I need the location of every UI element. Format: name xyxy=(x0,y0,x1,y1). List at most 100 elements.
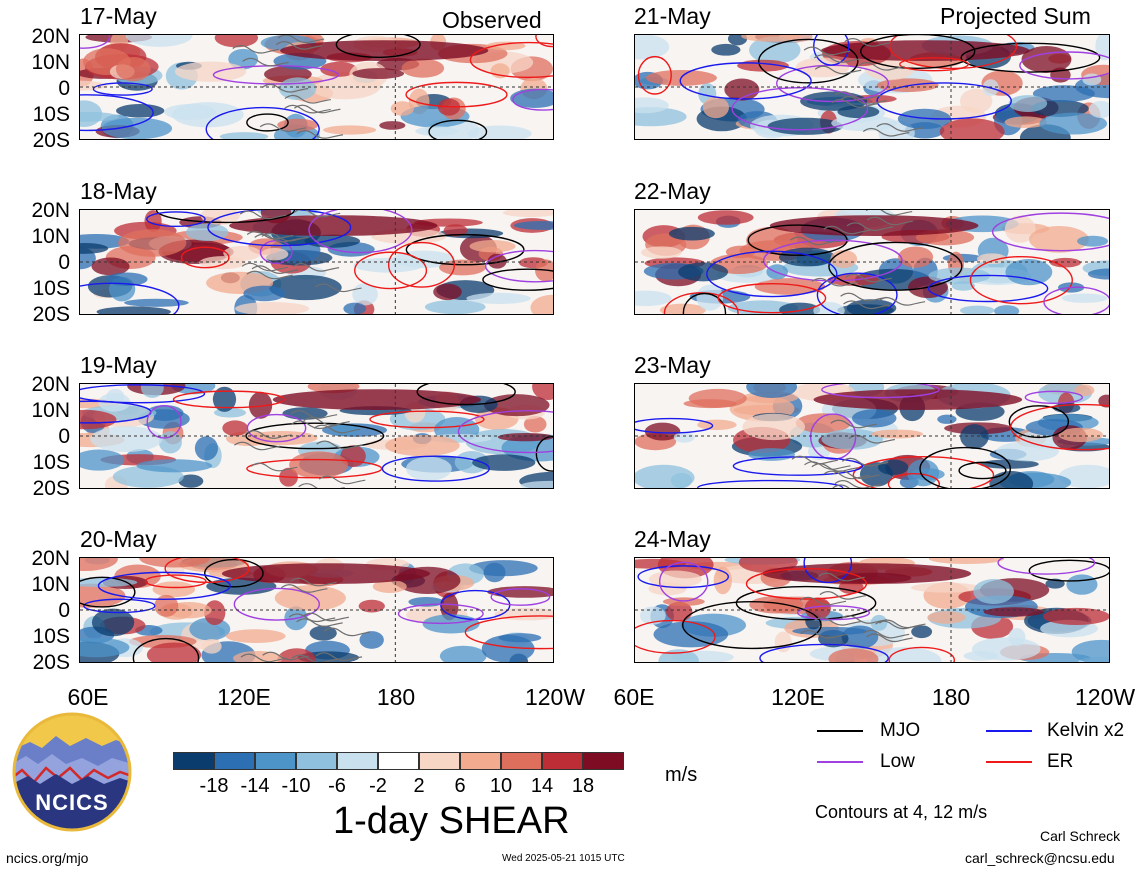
coastline xyxy=(315,283,362,293)
contour-line xyxy=(97,571,231,601)
coastline xyxy=(293,210,341,218)
shear-blob xyxy=(1076,235,1109,247)
coastline xyxy=(281,584,328,593)
contour-line xyxy=(381,455,490,482)
shear-jet xyxy=(813,389,1023,410)
shear-blob xyxy=(749,36,801,64)
colorbar-tick-label: 18 xyxy=(571,775,595,797)
contour-line xyxy=(816,272,898,314)
shear-blob xyxy=(983,607,1044,617)
coastline xyxy=(298,483,345,488)
map-panel-21-may xyxy=(634,34,1110,140)
shear-blob xyxy=(532,384,553,401)
contour-line xyxy=(960,42,1101,73)
coastline xyxy=(251,265,299,274)
legend-swatch-low xyxy=(817,761,863,763)
contour-line xyxy=(212,65,340,85)
shear-blob xyxy=(152,581,196,598)
shear-blob xyxy=(1058,464,1109,488)
contour-line xyxy=(354,251,428,290)
contour-line xyxy=(679,62,812,100)
site-url[interactable]: ncics.org/mjo xyxy=(6,850,89,866)
contour-line xyxy=(1024,390,1083,405)
contour-line xyxy=(416,384,516,406)
shear-blob xyxy=(481,634,535,662)
shear-blob xyxy=(635,290,672,307)
lat-label: 20S xyxy=(32,303,70,326)
shear-blob xyxy=(483,562,506,583)
shear-blob xyxy=(741,35,802,42)
shear-blob xyxy=(274,585,346,611)
shear-blob xyxy=(146,642,202,662)
coastline xyxy=(814,54,861,63)
shear-field xyxy=(80,35,553,139)
coastline xyxy=(284,104,331,114)
contour-line xyxy=(490,588,551,606)
shear-jet xyxy=(229,215,438,236)
contour-line xyxy=(745,567,868,600)
shear-blob xyxy=(513,220,553,230)
shear-blob xyxy=(653,621,729,648)
shear-blob xyxy=(91,608,135,637)
coastline xyxy=(879,619,926,629)
coastline xyxy=(834,480,882,488)
coastline xyxy=(290,577,337,587)
lat-label: 10S xyxy=(32,103,70,126)
shear-blob xyxy=(711,43,741,56)
shear-blob xyxy=(158,431,182,454)
lat-label: 20N xyxy=(31,25,70,48)
contour-line xyxy=(484,249,553,283)
shear-blob xyxy=(959,88,993,114)
shear-blob xyxy=(973,579,1014,604)
coastline xyxy=(296,130,344,139)
contour-line xyxy=(464,615,553,650)
shear-blob xyxy=(214,35,259,48)
lat-label: 10N xyxy=(31,573,70,596)
author-email[interactable]: carl_schreck@ncsu.edu xyxy=(965,850,1115,866)
lat-label: 0 xyxy=(58,77,70,100)
contour-line xyxy=(369,410,485,429)
shear-blob xyxy=(352,68,405,79)
contour-line xyxy=(80,94,154,132)
shear-blob xyxy=(194,436,219,461)
colorbar-box xyxy=(378,752,419,770)
contour-line xyxy=(991,212,1109,252)
shear-blob xyxy=(851,409,897,428)
contour-line xyxy=(512,88,553,111)
colorbar-tick-label: -2 xyxy=(369,775,387,797)
contour-line xyxy=(245,422,385,450)
contour-line xyxy=(706,250,838,298)
contour-line xyxy=(1043,286,1109,314)
shear-blob xyxy=(678,262,729,282)
lat-label: 20S xyxy=(32,651,70,674)
shear-blob xyxy=(1058,427,1103,442)
lon-label: 180 xyxy=(931,684,971,710)
contour-line xyxy=(637,565,729,589)
shear-blob xyxy=(116,103,165,118)
shear-field xyxy=(635,35,1109,139)
shear-blob xyxy=(1071,639,1109,662)
coastline xyxy=(862,629,910,639)
panel-date-19-may: 19-May xyxy=(80,352,157,378)
shear-blob xyxy=(697,210,754,225)
coastline xyxy=(831,99,879,108)
panel-date-18-may: 18-May xyxy=(80,178,157,204)
shear-blob xyxy=(1087,268,1109,280)
contour-line xyxy=(717,282,827,314)
legend-swatch-mjo xyxy=(817,730,863,732)
shear-blob xyxy=(754,278,826,295)
coastline xyxy=(840,615,888,624)
colorbar-tick-label: 2 xyxy=(413,775,425,797)
contour-line xyxy=(860,35,976,70)
coastline xyxy=(246,270,293,280)
lat-label: 20S xyxy=(32,129,70,152)
lat-label: 0 xyxy=(58,425,70,448)
shear-blob xyxy=(659,303,706,314)
shear-blob xyxy=(422,614,480,634)
shear-blob xyxy=(937,414,957,424)
contour-line xyxy=(927,274,1049,303)
shear-blob xyxy=(870,429,924,439)
coastline xyxy=(862,127,910,137)
contour-line xyxy=(80,384,206,404)
shear-blob xyxy=(1098,394,1109,408)
